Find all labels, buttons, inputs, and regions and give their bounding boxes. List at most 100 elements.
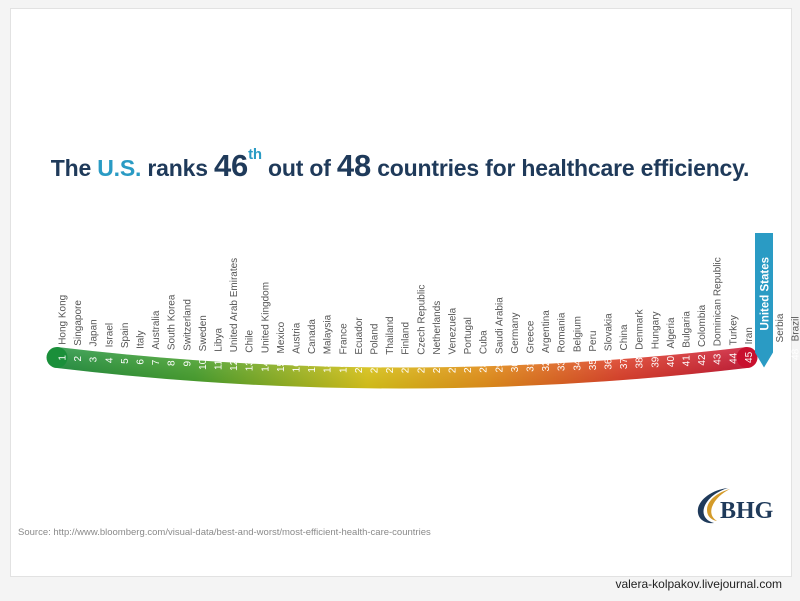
country-label-11: Libya (214, 327, 225, 351)
country-label-6: Italy (136, 330, 147, 348)
rank-number-8: 8 (167, 360, 178, 366)
rank-number-1: 1 (58, 355, 69, 361)
rank-number-12: 12 (229, 359, 240, 371)
rank-number-25: 25 (432, 362, 443, 374)
country-label-43: Dominican Republic (713, 257, 724, 346)
rank-number-31: 31 (526, 360, 537, 372)
rank-number-16: 16 (292, 361, 303, 373)
country-label-41: Bulgaria (682, 311, 693, 348)
rank-number-28: 28 (479, 361, 490, 373)
headline: The U.S. ranks 46th out of 48 countries … (0, 146, 800, 184)
country-label-19: France (338, 323, 349, 355)
country-label-33: Romania (557, 312, 568, 352)
country-label-24: Czech Republic (416, 285, 427, 355)
country-label-14: United Kingdom (260, 282, 271, 353)
rank-number-38: 38 (635, 357, 646, 369)
rank-number-17: 17 (307, 361, 318, 373)
rank-number-3: 3 (89, 356, 100, 362)
rank-number-40: 40 (666, 356, 677, 368)
rank-number-19: 19 (338, 361, 349, 373)
rank-number-15: 15 (276, 360, 287, 372)
rank-number-34: 34 (572, 359, 583, 371)
ranking-bar-shade (57, 347, 747, 389)
rank-number-33: 33 (557, 360, 568, 372)
bhg-logo-swoosh (697, 488, 728, 524)
country-label-25: Netherlands (432, 301, 443, 355)
rank-number-44: 44 (728, 352, 739, 364)
country-label-36: Slovakia (604, 313, 615, 351)
rank-number-20: 20 (354, 362, 365, 374)
bhg-logo: BHG (697, 488, 774, 524)
rank-number-21: 21 (370, 362, 381, 374)
rank-number-14: 14 (260, 360, 271, 372)
rank-number-24: 24 (416, 362, 427, 374)
country-label-37: China (619, 324, 630, 351)
rank-number-13: 13 (245, 360, 256, 372)
country-label-21: Poland (370, 324, 381, 355)
headline-us: U.S. (97, 155, 142, 181)
rank-number-48: 48 (791, 348, 800, 360)
country-label-39: Hungary (650, 311, 661, 349)
country-label-35: Peru (588, 331, 599, 352)
rank-number-18: 18 (323, 361, 334, 373)
country-label-40: Algeria (666, 317, 677, 349)
country-label-34: Belgium (572, 316, 583, 352)
country-label-22: Thailand (385, 316, 396, 354)
rank-number-39: 39 (650, 356, 661, 368)
country-label-1: Hong Kong (58, 295, 69, 345)
rank-number-47: 47 (775, 349, 786, 361)
ranking-bar-right-cap (736, 347, 758, 368)
rank-number-22: 22 (385, 362, 396, 374)
country-label-27: Portugal (463, 317, 474, 354)
highlight-country-name: United States (760, 257, 772, 331)
country-label-3: Japan (89, 319, 100, 346)
country-label-45: Iran (744, 327, 755, 344)
highlight-arrow (755, 233, 773, 368)
country-label-17: Canada (307, 319, 318, 354)
headline-rest: countries for healthcare efficiency. (377, 155, 750, 181)
rank-number-10: 10 (198, 358, 209, 370)
rank-number-37: 37 (619, 358, 630, 370)
country-label-48: Brazil (791, 316, 800, 341)
headline-total: 48 (336, 148, 372, 183)
rank-number-26: 26 (448, 362, 459, 374)
rank-number-43: 43 (713, 353, 724, 365)
watermark-credit: valera-kolpakov.livejournal.com (615, 577, 782, 591)
country-label-29: Saudi Arabia (494, 297, 505, 354)
headline-rank-suffix: th (248, 146, 262, 163)
country-label-42: Colombia (697, 304, 708, 347)
rank-number-42: 42 (697, 354, 708, 366)
country-label-10: Sweden (198, 315, 209, 351)
source-citation: Source: http://www.bloomberg.com/visual-… (18, 527, 431, 538)
rank-number-5: 5 (120, 358, 131, 364)
rank-number-35: 35 (588, 359, 599, 371)
country-label-7: Australia (151, 310, 162, 349)
bhg-logo-swoosh-gold (707, 489, 730, 521)
country-label-31: Greece (526, 320, 537, 353)
country-label-13: Chile (245, 330, 256, 353)
country-label-38: Denmark (635, 308, 646, 350)
infographic-card (10, 8, 792, 577)
rank-number-6: 6 (136, 359, 147, 365)
country-label-32: Argentina (541, 310, 552, 353)
headline-the: The (50, 155, 92, 181)
rank-number-30: 30 (510, 361, 521, 373)
rank-number-45: 45 (744, 351, 755, 363)
headline-out-of: out of (268, 155, 331, 181)
country-label-9: Switzerland (182, 299, 193, 351)
country-label-20: Ecuador (354, 317, 365, 355)
headline-rank-number: 46 (213, 148, 249, 183)
country-label-30: Germany (510, 313, 521, 354)
country-label-26: Venezuela (448, 307, 459, 354)
country-label-2: Singapore (73, 300, 84, 346)
country-label-4: Israel (104, 323, 115, 347)
headline-ranks: ranks (147, 155, 208, 181)
rank-number-4: 4 (104, 357, 115, 363)
country-label-28: Cuba (479, 330, 490, 354)
ranking-bar-left-cap (46, 347, 68, 368)
rank-number-7: 7 (151, 359, 162, 365)
country-label-15: Mexico (276, 321, 287, 353)
rank-number-9: 9 (182, 361, 193, 367)
rank-number-29: 29 (494, 361, 505, 373)
rank-number-32: 32 (541, 360, 552, 372)
